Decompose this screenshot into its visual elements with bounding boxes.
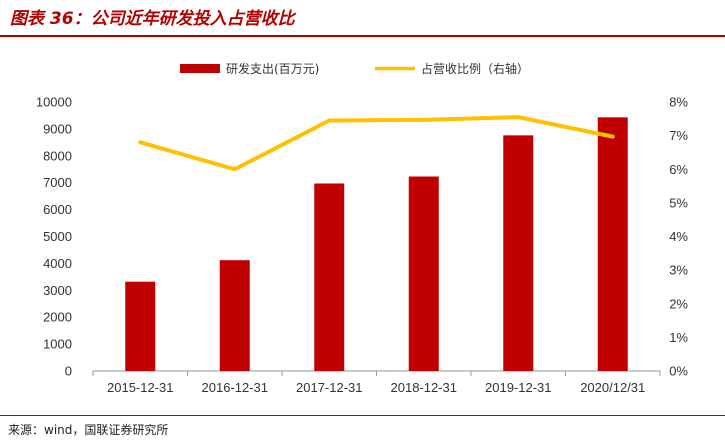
- title-divider: [0, 35, 725, 37]
- y-right-tick-label: 2%: [669, 296, 688, 311]
- y-left-tick-label: 2000: [43, 310, 72, 325]
- y-left-tick-label: 9000: [43, 121, 72, 136]
- y-right-tick-label: 3%: [669, 263, 688, 278]
- y-left-tick-label: 0: [65, 364, 72, 379]
- legend-swatch-bar: [180, 64, 220, 73]
- y-left-tick-label: 10000: [36, 95, 72, 110]
- x-tick-label: 2017-12-31: [296, 380, 363, 395]
- x-tick-label: 2019-12-31: [485, 380, 552, 395]
- y-right-tick-label: 1%: [669, 330, 688, 345]
- y-left-tick-label: 5000: [43, 229, 72, 244]
- y-left-tick-label: 1000: [43, 337, 72, 352]
- y-right-tick-label: 6%: [669, 162, 688, 177]
- chart-title: 图表 36：公司近年研发投入占营收比: [10, 9, 295, 29]
- bar: [314, 183, 345, 371]
- bar: [597, 117, 628, 371]
- footer-divider: [0, 415, 725, 416]
- line-point: [612, 136, 614, 138]
- y-right-tick-label: 0%: [669, 364, 688, 379]
- axes: 0 1000 2000 3000 4000 5000 6000 7000 8000 9000 100…: [36, 95, 689, 396]
- bar: [408, 176, 439, 371]
- line-series: [138, 115, 615, 172]
- y-right-tick-label: 7%: [669, 128, 688, 143]
- line-point: [517, 116, 519, 118]
- x-tick-label: 2015-12-31: [107, 380, 174, 395]
- legend: 研发支出(百万元) 占营收比例（右轴）: [180, 61, 529, 76]
- line-point: [328, 119, 330, 121]
- y-left-tick-label: 8000: [43, 148, 72, 163]
- legend-label-line: 占营收比例（右轴）: [421, 61, 529, 76]
- source-note: 来源：wind，国联证券研究所: [8, 423, 169, 437]
- y-left-tick-label: 6000: [43, 202, 72, 217]
- x-tick-label: 2018-12-31: [391, 380, 458, 395]
- line-point: [423, 119, 425, 121]
- legend-label-bar: 研发支出(百万元): [226, 61, 319, 76]
- y-right-tick-label: 8%: [669, 95, 688, 110]
- bar: [125, 281, 156, 371]
- bar-series: [125, 117, 628, 371]
- bar: [503, 135, 534, 371]
- ratio-line: [138, 115, 615, 172]
- y-right-tick-label: 4%: [669, 229, 688, 244]
- y-left-tick-label: 3000: [43, 283, 72, 298]
- y-left-tick-label: 4000: [43, 256, 72, 271]
- x-tick-label: 2020/12/31: [580, 380, 645, 395]
- bar: [219, 260, 250, 371]
- x-tick-label: 2016-12-31: [202, 380, 269, 395]
- y-left-tick-label: 7000: [43, 175, 72, 190]
- y-right-tick-label: 5%: [669, 195, 688, 210]
- line-point: [234, 168, 236, 170]
- line-point: [139, 141, 141, 143]
